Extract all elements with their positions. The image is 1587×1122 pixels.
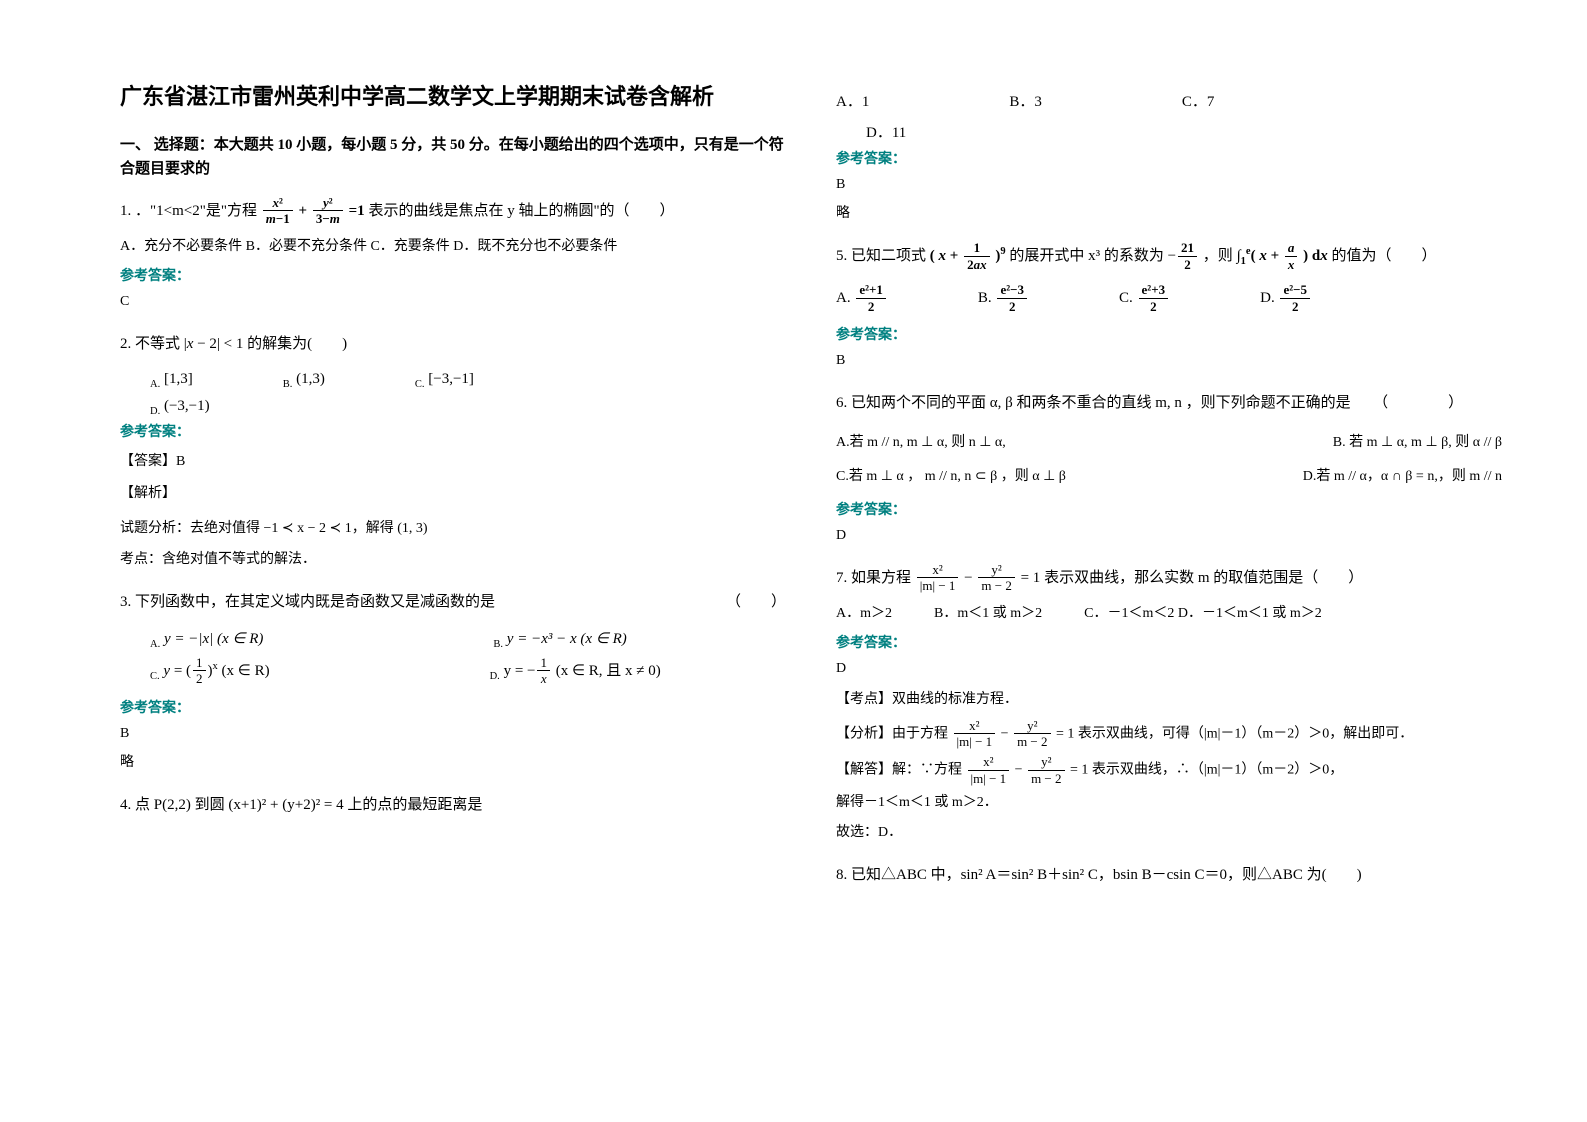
q3-optB: B. y = −x³ − x (x ∈ R) xyxy=(493,629,626,648)
q2-optA: A. [1,3] xyxy=(150,371,193,388)
q2-optC: C. [−3,−1] xyxy=(415,371,474,388)
q3-row2: C. y = (12)x (x ∈ R) D. y = −1x (x ∈ R, … xyxy=(120,652,786,691)
q1-pre: 1. ．"1<m<2"是"方程 xyxy=(120,203,257,219)
answer-label: 参考答案： xyxy=(120,265,786,285)
answer-label: 参考答案： xyxy=(836,499,1502,519)
q7-ans: D xyxy=(836,656,1502,681)
q1-answer: C xyxy=(120,289,786,314)
q2-optD: D. (−3,−1) xyxy=(150,398,786,415)
q7-pre: 7. 如果方程 xyxy=(836,570,911,586)
q5-post: 的值为（ ） xyxy=(1332,248,1437,264)
q5-optA: A. e²+12 xyxy=(836,283,888,314)
q4-options: A．1 B．3 C．7 xyxy=(836,86,1502,115)
q5-options: A. e²+12 B. e²−32 C. e²+32 D. e²−52 xyxy=(836,279,1502,318)
question-2: 2. 不等式 |x − 2| < 1 的解集为( ) xyxy=(120,328,786,361)
q6-optB: B. 若 m ⊥ α, m ⊥ β, 则 α // β xyxy=(1333,430,1502,455)
q7-tag2: 【分析】由于方程 x²|m| − 1 − y²m − 2 = 1 表示双曲线，可… xyxy=(836,719,1502,750)
q3-optA: A. y = −|x| (x ∈ R) xyxy=(150,629,263,648)
q2-line1: 试题分析：去绝对值得 −1 ≺ x − 2 ≺ 1，解得 (1, 3) xyxy=(120,516,786,541)
q1-frac1: x²m−1 xyxy=(263,196,293,227)
q3-optC: C. y = (12)x (x ∈ R) xyxy=(150,656,270,687)
q3-ans2: 略 xyxy=(120,750,786,775)
q5-pre: 5. 已知二项式 xyxy=(836,248,926,264)
q4-optC: C．7 xyxy=(1182,90,1215,111)
q6-row1: A.若 m // n, m ⊥ α, 则 n ⊥ α, B. 若 m ⊥ α, … xyxy=(836,426,1502,459)
q1-post: 表示的曲线是焦点在 y 轴上的椭圆"的（ ） xyxy=(368,203,674,219)
question-7: 7. 如果方程 x²|m| − 1 − y²m − 2 = 1 表示双曲线，那么… xyxy=(836,562,1502,595)
q5-mid2: ，则 xyxy=(1203,248,1233,264)
q7-opts: A．m＞2 B．m＜1 或 m＞2 C．－1＜m＜2 D．－1＜m＜1 或 m＞… xyxy=(836,601,1502,626)
question-8: 8. 已知△ABC 中，sin² A＝sin² B＋sin² C，bsin B－… xyxy=(836,859,1502,892)
q4-ans2: 略 xyxy=(836,201,1502,226)
q6-optA: A.若 m // n, m ⊥ α, 则 n ⊥ α, xyxy=(836,430,1006,455)
q3-pre: 3. 下列函数中，在其定义域内既是奇函数又是减函数的是 xyxy=(120,586,495,619)
left-column: 广东省湛江市雷州英利中学高二数学文上学期期末试卷含解析 一、 选择题：本大题共 … xyxy=(95,80,811,1092)
answer-label: 参考答案： xyxy=(120,421,786,441)
q3-post: （ ） xyxy=(726,586,786,619)
q7-line4: 解得－1＜m＜1 或 m＞2． xyxy=(836,790,1502,815)
q2-exp-tag: 【解析】 xyxy=(120,481,786,506)
q4-ans: B xyxy=(836,172,1502,197)
question-1: 1. ．"1<m<2"是"方程 x²m−1 + y²3−m =1 表示的曲线是焦… xyxy=(120,195,786,228)
question-6: 6. 已知两个不同的平面 α, β 和两条不重合的直线 m, n ，则下列命题不… xyxy=(836,387,1502,420)
q5-optC: C. e²+32 xyxy=(1119,283,1170,314)
answer-label: 参考答案： xyxy=(120,697,786,717)
q6-optC: C.若 m ⊥ α ， m // n, n ⊂ β ，则 α ⊥ β xyxy=(836,464,1066,489)
q1-frac2: y²3−m xyxy=(313,196,343,227)
answer-label: 参考答案： xyxy=(836,632,1502,652)
q4-optA: A．1 xyxy=(836,90,869,111)
q3-ans: B xyxy=(120,721,786,746)
q7-tag3: 【解答】解：∵方程 x²|m| − 1 − y²m − 2 = 1 表示双曲线，… xyxy=(836,755,1502,786)
question-3: 3. 下列函数中，在其定义域内既是奇函数又是减函数的是 （ ） xyxy=(120,586,786,619)
exam-title: 广东省湛江市雷州英利中学高二数学文上学期期末试卷含解析 xyxy=(120,80,786,113)
q1-options: A．充分不必要条件 B．必要不充分条件 C．充要条件 D．既不充分也不必要条件 xyxy=(120,234,786,259)
q5-ans: B xyxy=(836,348,1502,373)
q7-tag1: 【考点】双曲线的标准方程． xyxy=(836,687,1502,712)
right-column: A．1 B．3 C．7 D．11 参考答案： B 略 5. 已知二项式 ( x … xyxy=(811,80,1527,1092)
q4-optD: D．11 xyxy=(866,121,1502,142)
q2-post: 的解集为( ) xyxy=(247,336,347,352)
q2-options-row1: A. [1,3] B. (1,3) C. [−3,−1] xyxy=(120,367,786,392)
q2-ans-tag: 【答案】B xyxy=(120,449,786,474)
q5-mid: 的展开式中 x³ 的系数为 xyxy=(1009,248,1164,264)
q2-optB: B. (1,3) xyxy=(283,371,325,388)
q5-optD: D. e²−52 xyxy=(1260,283,1312,314)
q2-line2: 考点：含绝对值不等式的解法． xyxy=(120,547,786,572)
q6-ans: D xyxy=(836,523,1502,548)
q7-line5: 故选：D． xyxy=(836,820,1502,845)
q6-optD: D.若 m // α，α ∩ β = n,，则 m // n xyxy=(1303,464,1502,489)
question-4: 4. 点 P(2,2) 到圆 (x+1)² + (y+2)² = 4 上的点的最… xyxy=(120,789,786,822)
section-header: 一、 选择题：本大题共 10 小题，每小题 5 分，共 50 分。在每小题给出的… xyxy=(120,133,786,181)
q7-post: 表示双曲线，那么实数 m 的取值范围是（ ） xyxy=(1044,570,1363,586)
q6-row2: C.若 m ⊥ α ， m // n, n ⊂ β ，则 α ⊥ β D.若 m… xyxy=(836,460,1502,493)
q3-optD: D. y = −1x (x ∈ R, 且 x ≠ 0) xyxy=(490,656,661,687)
q2-pre: 2. 不等式 xyxy=(120,336,180,352)
answer-label: 参考答案： xyxy=(836,148,1502,168)
q3-row1: A. y = −|x| (x ∈ R) B. y = −x³ − x (x ∈ … xyxy=(120,625,786,652)
q4-optB: B．3 xyxy=(1009,90,1042,111)
answer-label: 参考答案： xyxy=(836,324,1502,344)
question-5: 5. 已知二项式 ( x + 12ax )9 的展开式中 x³ 的系数为 −21… xyxy=(836,240,1502,273)
q5-optB: B. e²−32 xyxy=(978,283,1029,314)
